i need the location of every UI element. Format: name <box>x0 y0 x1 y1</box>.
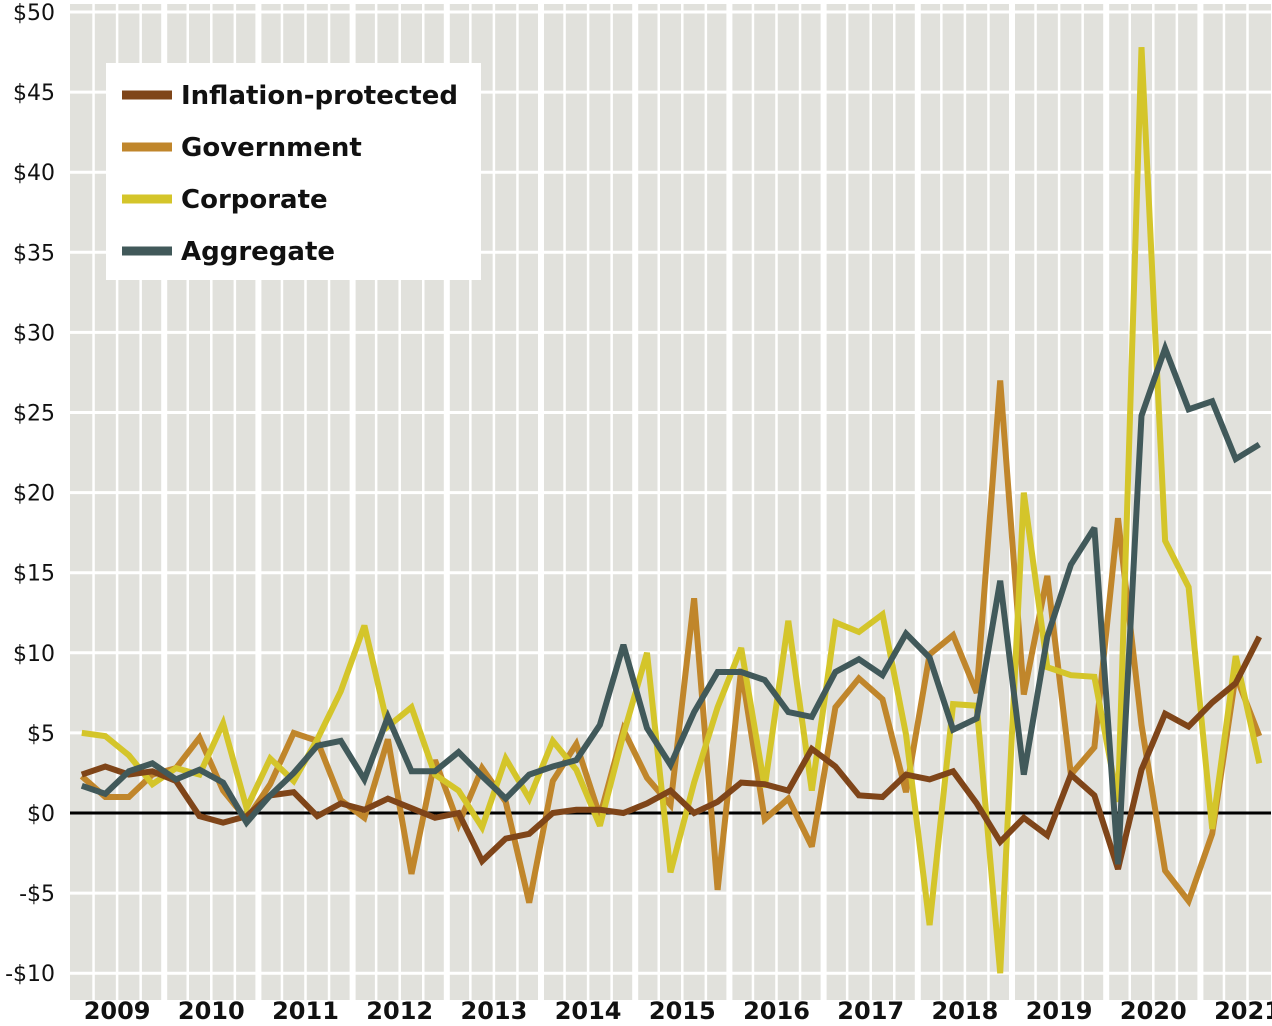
legend: Inflation-protected Government Corporate Ag… <box>106 63 481 280</box>
x-tick-label: 2009 <box>84 997 151 1025</box>
y-tick-label: $35 <box>13 241 55 266</box>
y-tick-label: $30 <box>13 321 55 346</box>
y-tick-label: $5 <box>27 722 55 747</box>
series-lines <box>79 47 1263 974</box>
legend-label: Inflation-protected <box>181 81 458 111</box>
x-tick-label: 2012 <box>366 997 433 1025</box>
x-tick-label: 2016 <box>743 997 810 1025</box>
y-tick-label: $10 <box>13 642 55 667</box>
x-tick-label: 2019 <box>1026 997 1093 1025</box>
x-tick-label: 2020 <box>1120 997 1187 1025</box>
x-tick-label: 2011 <box>272 997 339 1025</box>
x-tick-label: 2018 <box>932 997 999 1025</box>
y-tick-label: -$5 <box>19 882 55 907</box>
y-axis: $50 $45 $40 $35 $30 $25 $20 $15 $10 $5 $0 -$5 -$10 <box>5 1 55 987</box>
y-tick-label: $15 <box>13 562 55 587</box>
y-tick-label: $40 <box>13 161 55 186</box>
legend-label: Government <box>181 133 362 163</box>
x-tick-label: 2013 <box>461 997 528 1025</box>
legend-label: Corporate <box>181 185 328 215</box>
legend-label: Aggregate <box>181 237 335 267</box>
x-tick-label: 2015 <box>649 997 716 1025</box>
x-axis: 2009 2010 2011 2012 2013 2014 2015 2016 2017 2018… <box>84 997 1272 1025</box>
y-tick-label: $25 <box>13 402 55 427</box>
x-tick-label: 2010 <box>178 997 245 1025</box>
x-tick-label: 2017 <box>837 997 904 1025</box>
x-tick-label: 2014 <box>555 997 622 1025</box>
y-tick-label: $0 <box>27 802 55 827</box>
y-tick-label: $45 <box>13 81 55 106</box>
y-tick-label: $20 <box>13 482 55 507</box>
y-tick-label: $50 <box>13 1 55 26</box>
y-tick-label: -$10 <box>5 962 55 987</box>
x-tick-label: 2021 <box>1214 997 1272 1025</box>
